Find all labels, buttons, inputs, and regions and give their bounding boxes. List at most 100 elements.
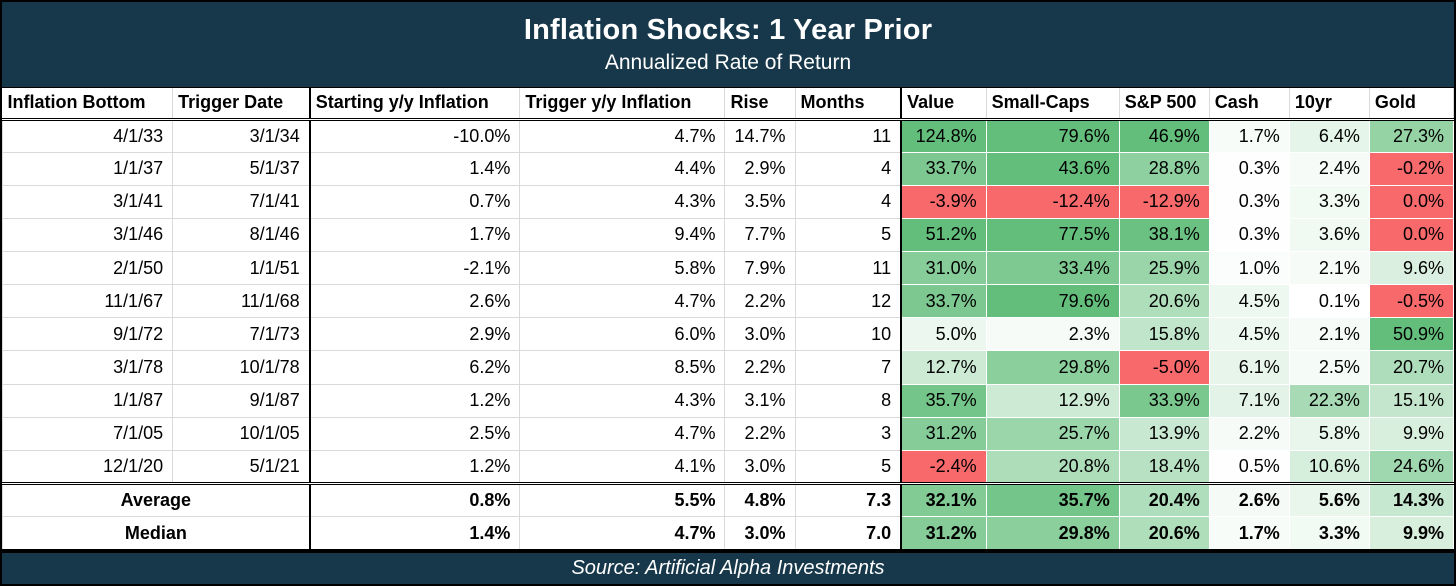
table-cell: 25.9% (1119, 251, 1210, 285)
table-cell: 3/1/34 (172, 118, 311, 153)
table-cell: 15.8% (1119, 317, 1210, 351)
table-cell: 0.3% (1209, 218, 1290, 252)
table-cell: 2.1% (1289, 317, 1370, 351)
table-cell: 12.9% (986, 384, 1120, 418)
table-cell: 7.0 (794, 516, 902, 552)
table-cell: 6.1% (1209, 350, 1290, 385)
table-cell: 5.5% (519, 482, 726, 518)
table-cell: 2.2% (1209, 417, 1290, 451)
table-cell: 1/1/37 (1, 151, 174, 186)
table-cell: 5.8% (519, 251, 726, 286)
table-cell: 3.3% (1289, 516, 1370, 552)
table-cell: 46.9% (1119, 119, 1210, 153)
table-cell: 4.5% (1209, 317, 1290, 351)
table-cell: 7/1/05 (1, 416, 174, 451)
table-cell: 11/1/68 (172, 284, 311, 319)
source-text: Source: Artificial Alpha Investments (571, 557, 885, 579)
table-cell: 5.0% (900, 317, 987, 351)
table-cell: 1.7% (1209, 119, 1290, 153)
figure-header-band: Inflation Shocks: 1 Year Prior Annualize… (2, 2, 1454, 88)
table-cell: 4.5% (1209, 284, 1290, 318)
table-cell: 0.7% (308, 184, 521, 219)
table-cell: 11 (794, 251, 902, 286)
table-cell: 5 (794, 449, 902, 485)
table-cell: 2/1/50 (1, 251, 174, 286)
table-cell: 0.1% (1289, 284, 1370, 318)
table-cell: 3 (794, 416, 902, 451)
table-cell: 3.3% (1289, 185, 1370, 219)
column-header-cash: Cash (1209, 88, 1290, 121)
summary-row-average: Average 0.8% 5.5% 4.8% 7.3 32.1% 35.7% 20.4% 2.6… (1, 482, 1454, 518)
table-cell: 1.2% (308, 383, 521, 418)
table-row: 3/1/41 7/1/41 0.7% 4.3% 3.5% 4 -3.9% -12.4% -12.… (1, 184, 1454, 219)
table-cell: 43.6% (986, 152, 1120, 186)
table-cell: 5 (794, 217, 902, 253)
table-cell: 33.7% (900, 284, 987, 318)
table-cell: 0.5% (1209, 450, 1290, 484)
table-cell: 22.3% (1289, 384, 1370, 418)
table-cell: 2.2% (724, 416, 796, 451)
table-cell: 14.3% (1369, 482, 1454, 517)
table-cell: 9/1/87 (172, 383, 311, 418)
table-row: 1/1/37 5/1/37 1.4% 4.4% 2.9% 4 33.7% 43.6% 28.8%… (1, 151, 1454, 186)
table-cell: -0.5% (1369, 284, 1454, 318)
table-cell: 3.6% (1289, 218, 1370, 252)
table-cell: 0.0% (1369, 185, 1454, 219)
column-header-trigger-date: Trigger Date (172, 88, 311, 121)
table-cell: 1.0% (1209, 251, 1290, 285)
table-cell: 9.4% (519, 217, 726, 253)
table-cell: 1.4% (308, 516, 521, 552)
table-cell: 15.1% (1369, 384, 1454, 418)
table-row: 1/1/87 9/1/87 1.2% 4.3% 3.1% 8 35.7% 12.9% 33.9%… (1, 383, 1454, 418)
table-cell: 11/1/67 (1, 284, 174, 319)
table-cell: 4.7% (519, 516, 726, 552)
table-cell: 2.4% (1289, 152, 1370, 186)
figure-subtitle: Annualized Rate of Return (604, 51, 852, 74)
table-cell: 3.5% (724, 184, 796, 219)
table-row: 4/1/33 3/1/34 -10.0% 4.7% 14.7% 11 124.8% 79.6%… (1, 118, 1454, 153)
table-cell: 51.2% (900, 218, 987, 252)
table-cell: -2.1% (308, 251, 521, 286)
table-cell: 3/1/41 (1, 184, 174, 219)
table-cell: 9.6% (1369, 251, 1454, 285)
table-cell: 1.7% (308, 217, 521, 253)
table-cell: 33.7% (900, 152, 987, 186)
table-body: 4/1/33 3/1/34 -10.0% 4.7% 14.7% 11 124.8% 79.6%… (1, 118, 1454, 485)
table-cell: 79.6% (986, 284, 1120, 318)
table-cell: 2.5% (1289, 350, 1370, 385)
table-cell: 7 (794, 350, 902, 385)
table-cell: 2.2% (724, 350, 796, 385)
table-cell: 4.7% (519, 284, 726, 319)
table-cell: 2.6% (1209, 482, 1290, 517)
table-cell: 12 (794, 284, 902, 319)
table-cell: 4 (794, 151, 902, 186)
table-cell: -2.4% (900, 450, 987, 484)
table-cell: 0.3% (1209, 152, 1290, 186)
table-cell: 1.2% (308, 449, 521, 485)
column-header-value: Value (900, 88, 987, 121)
table-cell: 35.7% (900, 384, 987, 418)
table-cell: 2.3% (986, 317, 1120, 351)
table-cell: 29.8% (986, 516, 1120, 552)
table-cell: 4.3% (519, 184, 726, 219)
table-cell: -3.9% (900, 185, 987, 219)
table-cell: 4/1/33 (1, 118, 174, 153)
table-cell: 7.7% (724, 217, 796, 253)
table-header-row: Inflation Bottom Trigger Date Starting y/y… (2, 88, 1455, 121)
table-cell: 4 (794, 184, 902, 219)
summary-label: Median (1, 516, 311, 552)
table-cell: 28.8% (1119, 152, 1210, 186)
table-cell: -0.2% (1369, 152, 1454, 186)
table-cell: 1.7% (1209, 516, 1290, 552)
table-cell: 32.1% (900, 482, 987, 517)
table-cell: 14.7% (724, 118, 796, 153)
table-cell: 1/1/51 (172, 251, 311, 286)
table-cell: 31.0% (900, 251, 987, 285)
table-cell: 2.5% (308, 416, 521, 451)
table-cell: 3/1/78 (1, 350, 174, 385)
table-cell: 5/1/37 (172, 151, 311, 186)
table-cell: 20.8% (986, 450, 1120, 484)
table-cell: 12/1/20 (1, 449, 174, 485)
figure-title: Inflation Shocks: 1 Year Prior (523, 14, 933, 46)
column-header-inflation-bottom: Inflation Bottom (2, 88, 174, 121)
